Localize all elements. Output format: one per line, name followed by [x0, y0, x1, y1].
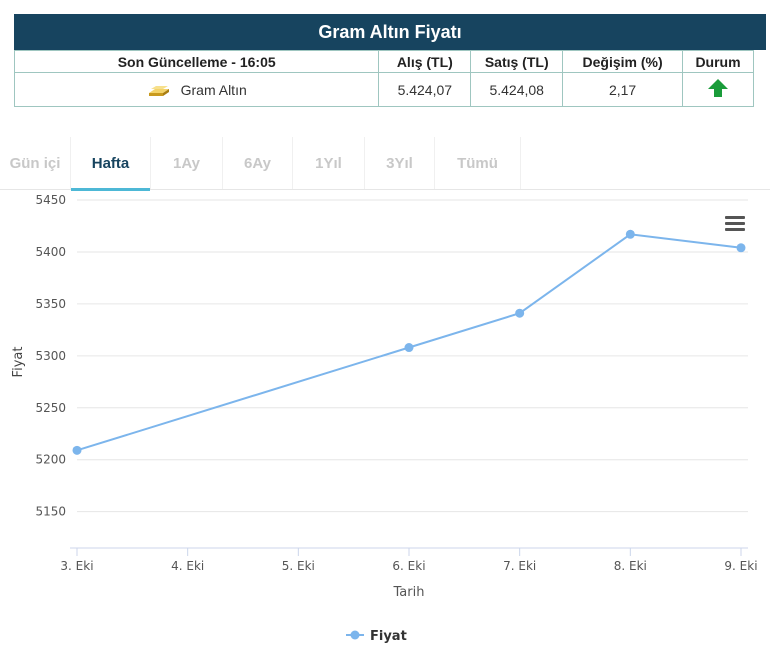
data-point[interactable] [72, 445, 82, 455]
col-header-durum: Durum [682, 50, 754, 73]
col-header-satis: Satış (TL) [470, 50, 564, 73]
x-tick-label: 7. Eki [503, 559, 536, 573]
series-line-fiyat [76, 233, 742, 452]
y-tick-label: 5250 [35, 401, 66, 415]
period-tabs: Gün içi Hafta 1Ay 6Ay 1Yıl 3Yıl Tümü [0, 137, 770, 191]
up-arrow-icon [707, 78, 729, 101]
tab-gun-ici[interactable]: Gün içi [0, 137, 71, 189]
x-tick-label: 6. Eki [392, 559, 425, 573]
y-tick-label: 5200 [35, 453, 66, 467]
y-axis-label: Fiyat [11, 347, 26, 378]
y-tick-label: 5300 [35, 349, 66, 363]
x-tick-label: 4. Eki [171, 559, 204, 573]
x-tick-label: 5. Eki [282, 559, 315, 573]
chart-menu-icon[interactable] [725, 216, 745, 231]
data-point[interactable] [515, 308, 525, 318]
chart-series [72, 229, 746, 455]
x-tick-label: 8. Eki [614, 559, 647, 573]
x-tick-label: 3. Eki [60, 559, 93, 573]
x-axis-ticks: 3. Eki 4. Eki 5. Eki 6. Eki 7. Eki 8. Eki 9. E… [60, 548, 758, 573]
price-table: Son Güncelleme - 16:05 Alış (TL) Satış (… [13, 50, 754, 107]
gold-bar-icon [147, 83, 171, 97]
price-chart: 5150 5200 5250 5300 5350 5400 5450 3. Eki 4. Ek… [11, 193, 758, 644]
tab-6ay[interactable]: 6Ay [223, 137, 293, 189]
tab-tumu[interactable]: Tümü [435, 137, 521, 189]
tab-1yil[interactable]: 1Yıl [293, 137, 365, 189]
col-header-update: Son Güncelleme - 16:05 [13, 50, 380, 73]
tab-1ay[interactable]: 1Ay [151, 137, 223, 189]
y-tick-label: 5400 [35, 245, 66, 259]
data-point[interactable] [625, 229, 635, 239]
data-point[interactable] [736, 243, 746, 253]
legend-label: Fiyat [370, 629, 407, 644]
y-tick-label: 5450 [35, 193, 66, 207]
tab-3yil[interactable]: 3Yıl [365, 137, 435, 189]
y-tick-label: 5350 [35, 297, 66, 311]
table-header-row: Son Güncelleme - 16:05 Alış (TL) Satış (… [13, 50, 754, 73]
x-axis-label: Tarih [393, 585, 425, 600]
chart-grid [70, 199, 748, 549]
data-point[interactable] [404, 343, 414, 353]
tab-hafta[interactable]: Hafta [71, 137, 151, 191]
x-tick-label: 9. Eki [724, 559, 757, 573]
y-tick-label: 5150 [35, 505, 66, 519]
page-title-text: Gram Altın Fiyatı [318, 21, 462, 42]
col-header-alis: Alış (TL) [378, 50, 472, 73]
cell-name: Gram Altın [13, 72, 380, 107]
page-title: Gram Altın Fiyatı [14, 14, 766, 50]
table-row: Gram Altın 5.424,07 5.424,08 2,17 [13, 72, 754, 107]
cell-durum [682, 72, 754, 107]
gold-name: Gram Altın [180, 81, 247, 98]
legend-item-fiyat[interactable]: Fiyat [346, 629, 407, 644]
cell-satis: 5.424,08 [470, 72, 564, 107]
col-header-degisim: Değişim (%) [562, 50, 684, 73]
y-axis-ticks: 5150 5200 5250 5300 5350 5400 5450 [35, 193, 66, 519]
cell-alis: 5.424,07 [378, 72, 472, 107]
cell-degisim: 2,17 [562, 72, 684, 107]
